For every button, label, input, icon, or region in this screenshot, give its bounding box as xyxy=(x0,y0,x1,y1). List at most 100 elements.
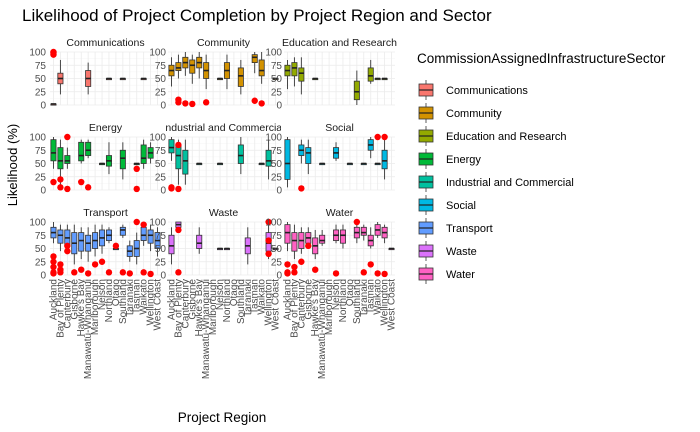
x-tick-label: Canterbury xyxy=(62,279,73,328)
box xyxy=(353,80,360,101)
y-tick-label: 25 xyxy=(271,87,283,98)
x-tick-label: Nelson xyxy=(215,279,226,310)
x-tick-label: Nelson xyxy=(97,279,108,310)
outlier-point xyxy=(126,270,133,277)
y-tick-label: 75 xyxy=(271,231,283,242)
outlier-point xyxy=(78,178,85,186)
box xyxy=(237,144,244,164)
y-tick-label: 75 xyxy=(271,61,283,72)
x-tick-label: Northland xyxy=(104,279,115,322)
y-tick-label: 50 xyxy=(271,74,283,85)
y-tick-label: 0 xyxy=(40,186,46,197)
outlier-point xyxy=(50,270,57,277)
y-tick-label: 100 xyxy=(149,218,166,229)
legend-item: Transport xyxy=(418,218,493,238)
box xyxy=(298,67,305,82)
outlier-point xyxy=(312,266,319,273)
facet-strip-label: Water xyxy=(326,207,354,219)
x-tick-label: Bay of Plenty xyxy=(289,279,300,338)
outlier-point xyxy=(305,242,312,250)
x-tick-label: Manawatū-Whanganui xyxy=(201,279,212,379)
legend-label: Energy xyxy=(446,154,481,166)
x-tick-label: Canterbury xyxy=(296,279,307,328)
y-tick-label: 25 xyxy=(155,87,167,98)
box xyxy=(360,226,367,236)
box xyxy=(50,139,57,162)
facet-panel-community: Community 0 25 50 75 100 xyxy=(149,37,279,112)
x-tick-label: Otago xyxy=(229,279,240,307)
y-tick-label: 75 xyxy=(35,231,47,242)
x-tick-label: Gisborne xyxy=(69,279,80,320)
facet-panel-communications: Communications 0 25 50 75 100 xyxy=(29,37,161,112)
facet-panel-energy: Energy 0 25 50 75 100 xyxy=(29,122,161,197)
outlier-point xyxy=(105,269,113,276)
x-tick-label: Gisborne xyxy=(303,279,314,320)
facet-panels: Communications 0 25 50 75 100 Community 0 25 50 75… xyxy=(29,37,397,379)
x-tick-label: Waikato xyxy=(139,279,150,315)
y-tick-label: 100 xyxy=(29,133,46,144)
y-tick-label: 50 xyxy=(271,159,283,170)
y-tick-label: 100 xyxy=(29,218,46,229)
y-tick-label: 0 xyxy=(40,101,46,112)
y-tick-label: 25 xyxy=(35,87,47,98)
outlier-point xyxy=(175,99,182,106)
outlier-point xyxy=(284,270,291,277)
y-tick-label: 50 xyxy=(35,74,47,85)
box xyxy=(64,155,71,164)
y-tick-label: 75 xyxy=(155,61,167,72)
box xyxy=(319,234,326,244)
x-tick-label: West Coast xyxy=(271,279,282,331)
facet-strip-label: Community xyxy=(197,37,251,49)
y-tick-label: 25 xyxy=(271,172,283,183)
outlier-point xyxy=(202,99,210,106)
x-tick-label: Marlborough xyxy=(324,279,335,335)
legend-item: Social xyxy=(418,195,476,215)
outlier-point xyxy=(57,269,64,276)
x-tick-label: Waikato xyxy=(373,279,384,315)
y-tick-label: 50 xyxy=(155,74,167,85)
outlier-point xyxy=(119,269,127,276)
facet-panel-industrial-and-commercial: Industrial and Commercial 0 25 50 75 100 xyxy=(149,122,281,197)
x-tick-label: Wellington xyxy=(380,279,391,326)
outlier-point xyxy=(64,247,71,255)
box xyxy=(251,54,258,64)
box xyxy=(237,67,244,87)
x-tick-label: West Coast xyxy=(387,279,398,331)
outlier-point xyxy=(353,218,361,226)
x-tick-label: Hawke's Bay xyxy=(76,279,87,337)
box xyxy=(57,229,64,244)
y-tick-label: 50 xyxy=(155,159,167,170)
x-tick-label: Canterbury xyxy=(180,279,191,328)
x-tick-label: Bay of Plenty xyxy=(55,279,66,338)
y-tick-label: 25 xyxy=(271,257,283,268)
outlier-point xyxy=(175,226,182,234)
x-tick-label: Southland xyxy=(118,279,129,324)
outlier-point xyxy=(64,185,71,193)
box xyxy=(339,229,346,244)
y-tick-label: 100 xyxy=(149,133,166,144)
outlier-point xyxy=(133,165,140,172)
x-tick-label: Hawke's Bay xyxy=(194,279,205,337)
y-tick-label: 25 xyxy=(155,172,167,183)
y-tick-label: 0 xyxy=(40,271,46,282)
outlier-point xyxy=(258,100,265,107)
legend-item: Industrial and Commercial xyxy=(418,172,574,192)
y-tick-label: 100 xyxy=(265,218,282,229)
facet-panel-education-and-research: Education and Research 0 25 50 75 100 xyxy=(265,37,397,112)
outlier-point xyxy=(64,242,71,250)
box xyxy=(284,139,291,180)
x-tick-label: Manawatū-Whanganui xyxy=(83,279,94,379)
outlier-point xyxy=(265,237,272,244)
y-tick-label: 25 xyxy=(35,172,47,183)
facet-strip-label: Social xyxy=(325,122,354,134)
outlier-point xyxy=(50,49,57,57)
facet-strip-label: Education and Research xyxy=(282,37,397,49)
outlier-point xyxy=(84,184,92,191)
outlier-point xyxy=(50,263,57,271)
outlier-point xyxy=(381,133,388,141)
outlier-point xyxy=(133,218,140,226)
y-tick-label: 50 xyxy=(35,159,47,170)
